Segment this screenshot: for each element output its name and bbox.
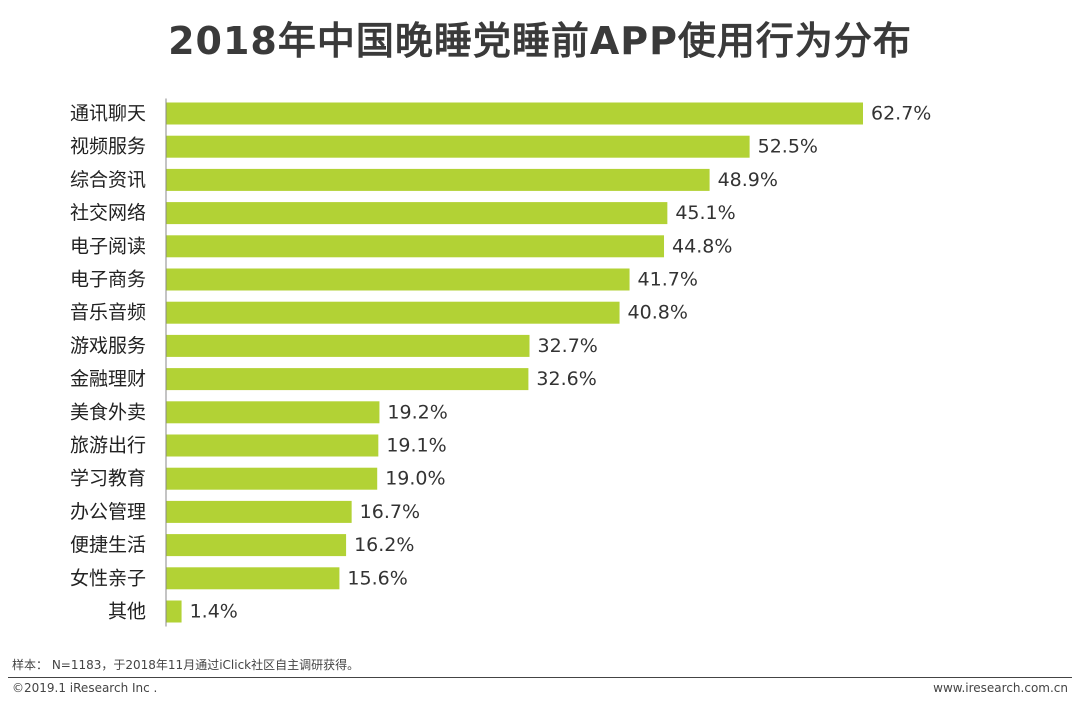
category-label: 游戏服务 <box>70 335 146 357</box>
bar <box>166 102 863 125</box>
value-label: 1.4% <box>190 601 238 623</box>
value-label: 19.2% <box>387 401 447 423</box>
category-label: 社交网络 <box>70 202 146 224</box>
bar-chart: 通讯聊天 62.7% 视频服务 52.5% 综合资讯 48.9% 社交网络 45.1% 电子阅读… <box>70 98 931 627</box>
category-label: 综合资讯 <box>70 169 146 191</box>
bar <box>166 434 379 457</box>
value-label: 45.1% <box>675 202 735 224</box>
category-label: 通讯聊天 <box>70 103 146 125</box>
category-label: 学习教育 <box>70 468 146 490</box>
category-label: 旅游出行 <box>70 435 146 457</box>
website-text: www.iresearch.com.cn <box>933 681 1068 695</box>
bar <box>166 268 630 291</box>
value-label: 48.9% <box>718 169 778 191</box>
value-label: 32.6% <box>536 368 596 390</box>
bar <box>166 567 340 590</box>
bar <box>166 600 182 623</box>
value-label: 19.1% <box>386 435 446 457</box>
value-label: 32.7% <box>538 335 598 357</box>
bar <box>166 334 530 357</box>
value-label: 15.6% <box>347 567 407 589</box>
value-label: 16.7% <box>360 501 420 523</box>
chart-title: 2018年中国晚睡党睡前APP使用行为分布 <box>168 19 912 63</box>
bar <box>166 534 347 557</box>
value-label: 62.7% <box>871 103 931 125</box>
category-label: 电子商务 <box>70 269 146 291</box>
category-label: 音乐音频 <box>70 302 146 324</box>
category-label: 金融理财 <box>70 368 146 390</box>
bar <box>166 401 380 424</box>
value-label: 44.8% <box>672 235 732 257</box>
copyright-text: ©2019.1 iResearch Inc . <box>12 681 158 695</box>
bar <box>166 235 665 258</box>
category-label: 女性亲子 <box>70 567 146 589</box>
category-label: 便捷生活 <box>70 534 146 556</box>
category-label: 视频服务 <box>70 136 146 158</box>
value-label: 19.0% <box>385 468 445 490</box>
bars-group: 通讯聊天 62.7% 视频服务 52.5% 综合资讯 48.9% 社交网络 45.1% 电子阅读… <box>70 102 931 623</box>
bar <box>166 368 529 391</box>
value-label: 16.2% <box>354 534 414 556</box>
bar <box>166 135 750 158</box>
category-label: 办公管理 <box>70 501 146 523</box>
category-label: 电子阅读 <box>70 235 146 257</box>
bar <box>166 202 668 225</box>
bar <box>166 168 710 191</box>
value-label: 41.7% <box>638 269 698 291</box>
bar <box>166 301 620 324</box>
category-label: 其他 <box>108 601 146 623</box>
value-label: 52.5% <box>758 136 818 158</box>
sample-note: 样本： N=1183，于2018年11月通过iClick社区自主调研获得。 <box>12 658 360 672</box>
bar <box>166 467 378 490</box>
footer-divider <box>8 677 1072 678</box>
bar <box>166 500 352 523</box>
value-label: 40.8% <box>628 302 688 324</box>
category-label: 美食外卖 <box>70 401 146 423</box>
